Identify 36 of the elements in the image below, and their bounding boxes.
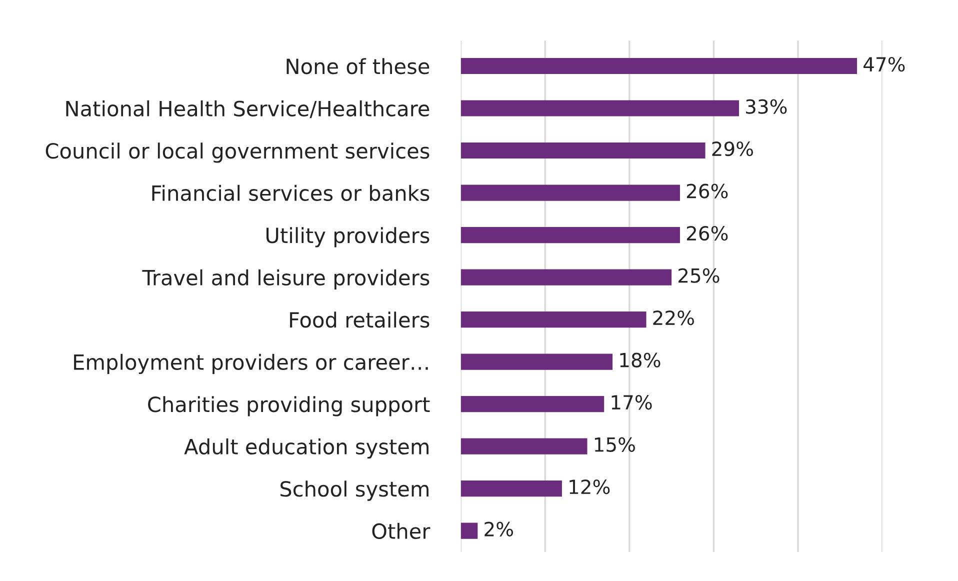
y-tick-label: School system bbox=[280, 480, 428, 501]
y-tick-label: Utility providers bbox=[266, 227, 430, 248]
y-tick-label: Food retailers bbox=[290, 312, 430, 328]
y-tick-label: Charities providing support bbox=[148, 396, 430, 416]
data-label: 25% bbox=[678, 268, 720, 283]
data-label: 17% bbox=[612, 394, 652, 410]
data-label: 47% bbox=[864, 56, 905, 72]
data-label: 18% bbox=[620, 352, 660, 368]
y-tick-label: None of these bbox=[286, 58, 430, 74]
bar bbox=[460, 480, 562, 497]
bar bbox=[460, 396, 604, 412]
data-label: 2% bbox=[484, 522, 513, 536]
data-label: 12% bbox=[570, 480, 610, 494]
data-label: 33% bbox=[746, 99, 787, 114]
y-tick-label: National Health Service/Healthcare bbox=[66, 100, 430, 118]
data-label: 29% bbox=[712, 141, 753, 156]
y-tick-label: Other bbox=[372, 522, 430, 540]
bar bbox=[460, 312, 646, 328]
bar bbox=[460, 142, 706, 159]
y-tick-label: Travel and leisure providers bbox=[142, 269, 430, 290]
y-tick-label: Financial services or banks bbox=[152, 184, 430, 201]
y-tick-label: Adult education system bbox=[184, 438, 428, 459]
data-label: 22% bbox=[653, 310, 694, 326]
bar bbox=[460, 100, 739, 116]
y-tick-label: Employment providers or career… bbox=[74, 354, 428, 374]
bar bbox=[460, 354, 613, 370]
y-tick-label: Council or local government services bbox=[46, 142, 430, 163]
bar bbox=[460, 184, 680, 201]
bar bbox=[460, 227, 680, 244]
data-label: 15% bbox=[594, 437, 635, 452]
bar bbox=[460, 58, 858, 74]
bar bbox=[460, 522, 478, 539]
bar bbox=[460, 269, 672, 286]
bar bbox=[460, 438, 588, 454]
data-label: 26% bbox=[686, 184, 728, 198]
data-label: 26% bbox=[686, 226, 728, 241]
